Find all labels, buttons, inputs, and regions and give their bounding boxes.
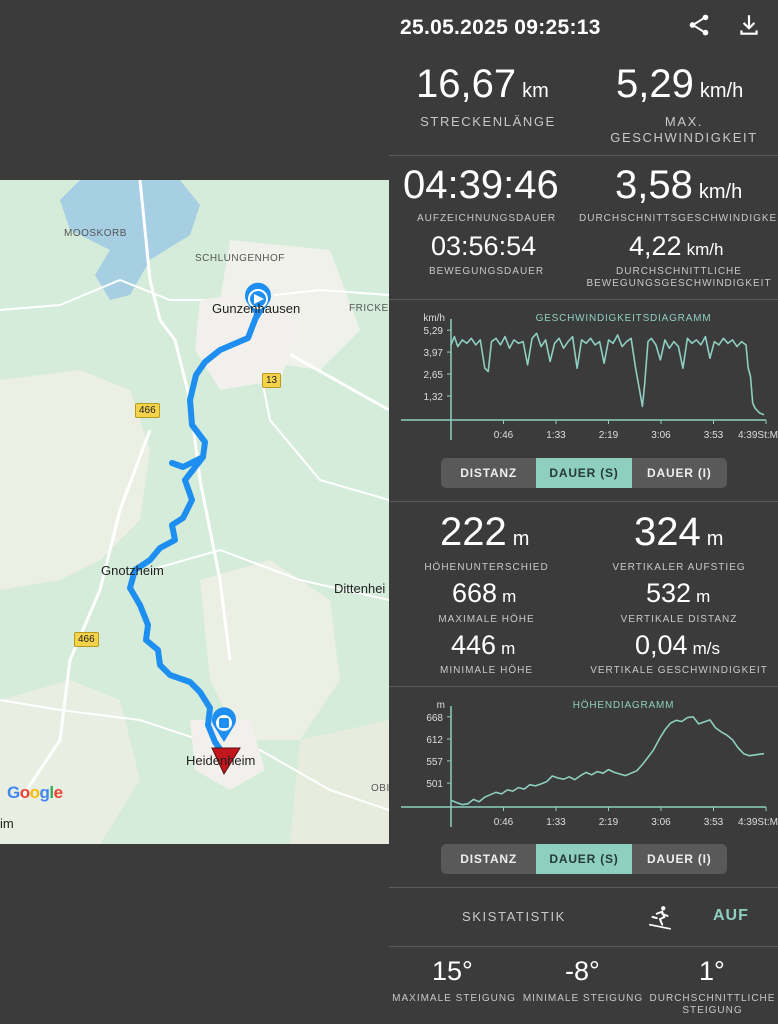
max-speed-value: 5,29 km/h (616, 62, 744, 106)
ski-stats-label: SKISTATISTIK (462, 909, 566, 924)
x-tick-label: 4:39St:M (738, 430, 778, 441)
download-icon[interactable] (736, 12, 762, 38)
record-datetime: 25.05.2025 09:25:13 (400, 16, 601, 39)
divider (389, 501, 778, 502)
max-slope-value: 15° (432, 956, 473, 986)
avg-slope-label-line1: DURCHSCHNITTLICHE (649, 993, 776, 1004)
y-tick-label: 668 (426, 713, 443, 724)
x-tick-label: 4:39St:M (738, 817, 778, 828)
toggle-option-duration-s[interactable]: DAUER (S) (536, 458, 632, 488)
y-axis-unit: m (437, 700, 445, 711)
ascent-label: VERTIKALER AUFSTIEG (612, 562, 746, 573)
min-elevation-value: 446 m (451, 630, 516, 660)
divider (389, 946, 778, 947)
share-icon[interactable] (686, 12, 712, 38)
x-tick-label: 3:06 (651, 430, 671, 441)
speed-axis-toggle: DISTANZ DAUER (S) DAUER (I) (441, 458, 727, 488)
y-tick-label: 5,29 (424, 326, 444, 337)
chart-title: GESCHWINDIGKEITSDIAGRAMM (536, 313, 712, 324)
data-series-line (450, 715, 765, 806)
route-map[interactable]: MOOSKORB SCHLUNGENHOF FRICKE Gunzenhause… (0, 180, 389, 844)
place-label: im (0, 816, 14, 831)
data-series-line (450, 332, 765, 416)
toggle-option-distance[interactable]: DISTANZ (460, 852, 518, 866)
x-tick-label: 0:46 (494, 817, 514, 828)
avg-slope-label-line2: STEIGUNG (682, 1005, 743, 1016)
divider (389, 686, 778, 687)
road-badge: 13 (262, 373, 282, 388)
min-slope-label: MINIMALE STEIGUNG (522, 993, 644, 1004)
vertical-speed-value: 0,04 m/s (635, 630, 720, 660)
road-badge: 466 (74, 632, 99, 647)
speed-chart[interactable]: GESCHWINDIGKEITSDIAGRAMM km/h 5,29 3,97 2,65… (389, 305, 778, 445)
distance-value: 16,67 km (416, 62, 549, 106)
divider (389, 155, 778, 156)
stats-panel: 25.05.2025 09:25:13 16,67 km STRECKENLÄNG… (389, 0, 778, 1024)
distance-label: STRECKENLÄNGE (420, 114, 556, 129)
google-logo: Google (7, 783, 63, 802)
x-tick-label: 2:19 (599, 817, 619, 828)
x-tick-label: 1:33 (546, 817, 566, 828)
y-axis-unit: km/h (423, 313, 445, 324)
toggle-option-duration-i[interactable]: DAUER (I) (647, 852, 712, 866)
toggle-option-duration-i[interactable]: DAUER (I) (647, 466, 712, 480)
place-label: OBI (371, 783, 389, 794)
x-tick-label: 2:19 (599, 430, 619, 441)
duration-value: 04:39:46 (403, 163, 559, 207)
map-canvas (0, 180, 389, 844)
max-elevation-label: MAXIMALE HÖHE (438, 614, 535, 625)
x-tick-label: 0:46 (494, 430, 514, 441)
avg-speed-value: 3,58 km/h (615, 163, 743, 207)
x-tick-label: 3:53 (704, 430, 724, 441)
place-label: Heidenheim (186, 753, 256, 768)
duration-label: AUFZEICHNUNGSDAUER (416, 213, 557, 224)
place-label: MOOSKORB (64, 228, 127, 239)
elevation-diff-label: HÖHENUNTERSCHIED (424, 562, 549, 573)
max-slope-label: MAXIMALE STEIGUNG (392, 993, 516, 1004)
road-badge: 466 (135, 403, 160, 418)
avg-moving-speed-value: 4,22 km/h (629, 231, 724, 261)
chart-title: HÖHENDIAGRAMM (573, 699, 675, 711)
y-tick-label: 2,65 (424, 370, 444, 381)
divider (389, 887, 778, 888)
y-tick-label: 557 (426, 757, 443, 768)
x-tick-label: 1:33 (546, 430, 566, 441)
y-tick-label: 612 (426, 735, 443, 746)
avg-slope-value: 1° (699, 956, 725, 986)
max-elevation-value: 668 m (452, 578, 517, 608)
ski-toggle-button[interactable]: AUF (713, 907, 749, 924)
x-tick-label: 3:06 (651, 817, 671, 828)
avg-moving-speed-label-line2: BEWEGUNGSGESCHWINDIGKEIT (586, 278, 772, 289)
toggle-option-distance[interactable]: DISTANZ (460, 466, 518, 480)
min-elevation-label: MINIMALE HÖHE (439, 665, 533, 676)
divider (389, 299, 778, 300)
moving-duration-value: 03:56:54 (431, 231, 537, 261)
min-slope-value: -8° (565, 956, 600, 986)
y-tick-label: 501 (426, 779, 443, 790)
moving-duration-label: BEWEGUNGSDAUER (428, 266, 545, 277)
place-label: SCHLUNGENHOF (195, 253, 285, 264)
max-speed-label-line2: GESCHWINDIGKEIT (610, 130, 758, 145)
elevation-chart[interactable]: HÖHENDIAGRAMM m 668 612 557 501 0:46 1:33 2:19 3:… (389, 692, 778, 832)
max-speed-label-line1: MAX. (664, 114, 704, 129)
place-label: Gunzenhausen (212, 301, 301, 316)
y-tick-label: 3,97 (424, 348, 444, 359)
place-label: Dittenhei (334, 581, 386, 596)
avg-moving-speed-label-line1: DURCHSCHNITTLICHE (616, 266, 742, 277)
vertical-distance-value: 532 m (646, 578, 711, 608)
place-label: FRICKE (349, 303, 389, 314)
vertical-speed-label: VERTIKALE GESCHWINDIGKEIT (590, 665, 768, 676)
vertical-distance-label: VERTIKALE DISTANZ (620, 614, 738, 625)
ascent-value: 324 m (634, 510, 724, 554)
skier-icon (648, 906, 672, 930)
avg-speed-label: DURCHSCHNITTSGESCHWINDIGKEIT (579, 213, 778, 224)
place-label: Gnotzheim (101, 563, 164, 578)
toggle-option-duration-s[interactable]: DAUER (S) (536, 844, 632, 874)
x-tick-label: 3:53 (704, 817, 724, 828)
elevation-axis-toggle: DISTANZ DAUER (S) DAUER (I) (441, 844, 727, 874)
elevation-diff-value: 222 m (440, 510, 530, 554)
y-tick-label: 1,32 (424, 392, 444, 403)
